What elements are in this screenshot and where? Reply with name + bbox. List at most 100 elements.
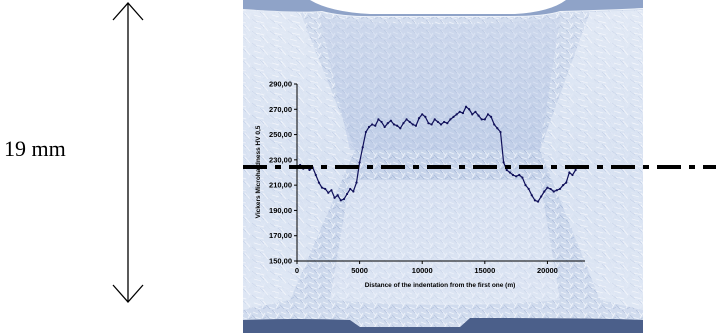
data-point [443,120,446,124]
data-point [342,197,346,201]
data-point [389,119,393,122]
data-point [452,115,455,118]
data-point [574,168,577,172]
data-point [411,123,414,126]
data-point [424,115,427,118]
data-point [461,111,465,115]
data-point [361,146,364,149]
data-point [380,120,383,124]
data-point [352,190,355,193]
data-point [433,118,436,121]
y-axis-label: Vickers Microhardness HV 0,5 [255,125,262,218]
data-point [427,122,430,125]
data-point [493,123,496,126]
data-point [446,122,449,125]
data-point [496,127,499,130]
data-point [324,187,327,191]
x-tick-label: 0 [295,266,299,275]
data-point [417,117,421,120]
data-point [471,113,474,116]
data-point [308,168,311,172]
x-tick-label: 10000 [412,266,433,275]
x-axis-label: Distance of the indentation from the fir… [365,282,516,289]
y-tick-label: 150,00 [269,257,292,266]
data-point [320,186,324,189]
data-point [555,189,558,192]
hardness-chart: 150,00 170,00 190,00 210,00 230,00 250,00 270,… [255,80,585,289]
data-point [349,187,352,191]
y-tick-label: 210,00 [269,181,292,190]
data-point [571,173,574,177]
data-point [336,194,339,197]
data-point [408,120,411,124]
data-point [355,181,358,184]
data-point [552,190,555,193]
data-point [371,123,374,126]
y-tick-label: 230,00 [269,155,292,164]
data-point [486,113,490,116]
x-tick-label: 15000 [474,266,495,275]
data-point [477,114,480,117]
data-point [421,113,424,116]
data-point [511,173,515,177]
dimension-arrow [112,2,144,303]
data-point [558,187,562,191]
data-point [546,186,549,189]
data-point [396,124,399,127]
data-point [524,184,527,187]
data-point [499,130,502,134]
data-point [568,171,571,174]
data-point [436,120,439,124]
y-tick-label: 170,00 [269,231,292,240]
data-point [483,118,486,121]
y-tick-label: 290,00 [269,80,292,89]
y-tick-label: 190,00 [269,206,292,215]
data-point [383,125,386,129]
data-point [439,123,443,126]
data-point [449,118,452,121]
y-tick-label: 270,00 [269,105,292,114]
data-point [314,173,317,177]
data-point [399,127,402,130]
data-point [530,194,533,197]
data-point [327,191,330,194]
data-point [430,123,433,126]
data-point [518,173,521,177]
data-point [317,181,321,184]
data-point [502,161,505,164]
data-point [533,199,537,202]
data-point [489,115,493,118]
data-point [358,161,361,164]
dimension-label: 19 mm [4,136,66,161]
data-point [540,195,543,198]
data-point [480,118,483,121]
data-point [515,175,518,178]
data-point [455,113,458,116]
data-point [386,122,389,125]
data-point [458,110,461,113]
data-point [508,171,511,174]
data-point [367,125,371,129]
data-point [405,118,408,121]
data-point [565,181,568,184]
data-point [527,187,530,191]
data-point [345,192,349,196]
data-point [464,105,468,108]
data-point [543,190,546,193]
data-point [330,189,333,192]
data-point [549,187,552,191]
data-point [377,118,380,121]
data-point [392,123,396,126]
data-point [536,200,540,203]
data-point [521,176,524,179]
data-point [505,168,508,172]
data-point [364,130,367,134]
data-point [561,184,565,187]
data-point [474,110,477,113]
data-point [374,124,377,127]
data-point [414,124,418,127]
x-tick-label: 5000 [351,266,368,275]
data-point [333,196,336,199]
x-tick-label: 20000 [537,266,558,275]
